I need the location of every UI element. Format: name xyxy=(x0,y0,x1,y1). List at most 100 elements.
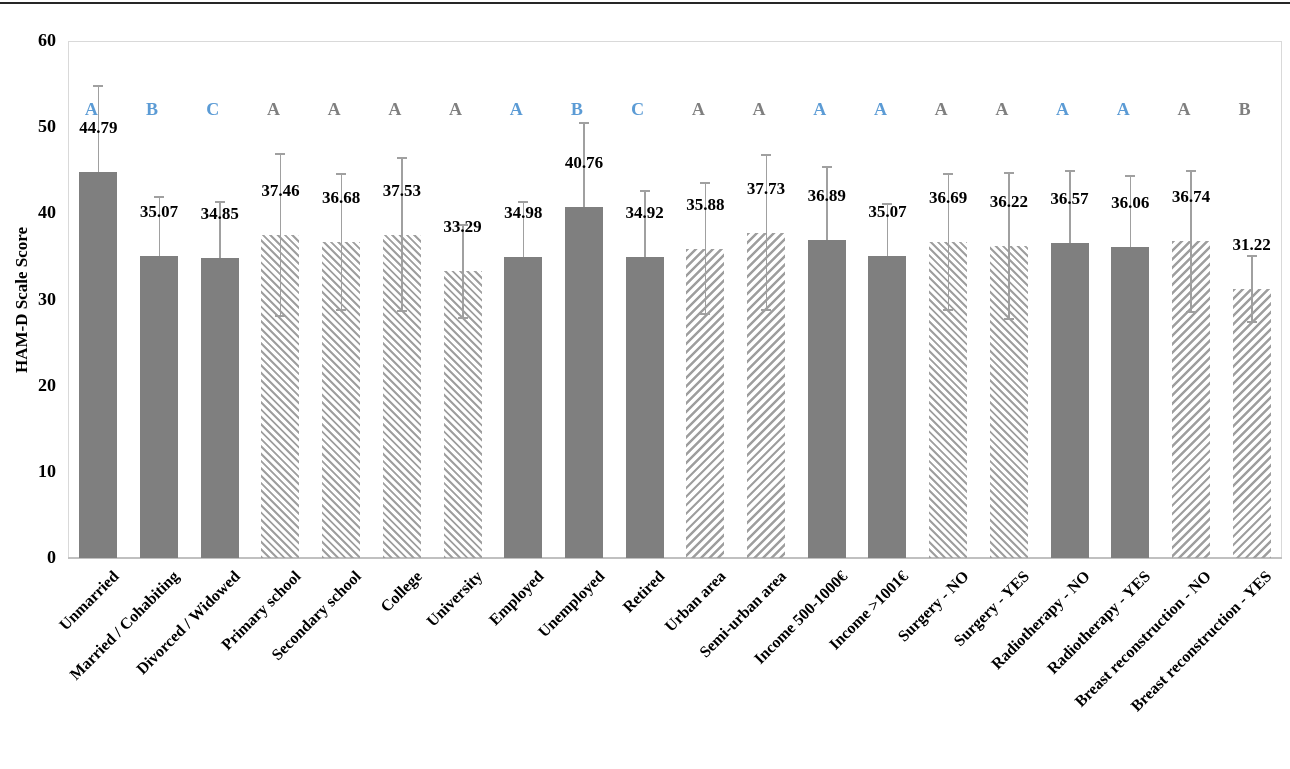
y-axis-tick-label: 40 xyxy=(38,202,56,223)
bar-solid xyxy=(564,206,603,558)
y-axis-tick-label: 50 xyxy=(38,116,56,137)
error-bar-cap-top xyxy=(700,182,711,185)
significance-letter: B xyxy=(1238,99,1251,119)
error-bar-cap-top xyxy=(882,203,893,206)
bar-value-label: 36.22 xyxy=(989,191,1028,211)
bar-value-label: 36.89 xyxy=(807,186,846,206)
bar-solid xyxy=(200,257,239,558)
significance-letter: B xyxy=(146,99,159,119)
error-bar-cap-top xyxy=(396,156,407,159)
bar-value-label: 37.46 xyxy=(261,181,300,201)
bar-solid xyxy=(140,255,179,558)
bar-value-label: 33.29 xyxy=(443,217,482,237)
error-bar-cap-top xyxy=(1125,174,1136,177)
x-axis-category-label: Divorced / Widowed xyxy=(133,568,244,679)
bar-solid xyxy=(504,256,543,558)
error-bar-line xyxy=(219,201,221,314)
significance-letter: B xyxy=(570,99,583,119)
error-bar-line xyxy=(462,224,464,318)
error-bar-cap-top xyxy=(214,200,225,203)
error-bar-cap-top xyxy=(154,196,165,199)
bar-hatch-up xyxy=(1232,288,1271,558)
bar-value-label: 31.22 xyxy=(1232,234,1271,254)
error-bar-cap-top xyxy=(943,172,954,175)
error-bar-line xyxy=(826,166,828,314)
bar-value-label: 35.88 xyxy=(686,194,725,214)
error-bar-cap-top xyxy=(336,172,347,175)
significance-letter: A xyxy=(1177,99,1191,119)
y-axis-tick-label: 30 xyxy=(38,288,56,309)
error-bar-line xyxy=(158,197,161,315)
y-axis-tick-label: 60 xyxy=(38,30,56,50)
error-bar-line xyxy=(340,173,343,310)
error-bar-cap-top xyxy=(821,165,832,168)
bar-value-label: 35.07 xyxy=(139,201,179,221)
bar-value-label: 44.79 xyxy=(79,118,118,138)
significance-letter: A xyxy=(266,99,280,119)
bar-value-label: 36.57 xyxy=(1050,188,1089,208)
bar-value-label: 37.73 xyxy=(746,178,786,198)
bar-value-label: 35.07 xyxy=(868,201,907,221)
bar-value-label: 36.68 xyxy=(322,187,361,207)
y-axis-tick-label: 10 xyxy=(38,460,56,481)
significance-letter: A xyxy=(934,99,948,119)
bar-hatch-down xyxy=(261,235,300,558)
significance-letter: A xyxy=(449,99,463,119)
significance-letter: A xyxy=(327,99,341,119)
significance-letter: A xyxy=(1056,99,1070,119)
significance-letter: A xyxy=(509,99,523,119)
error-bar-line xyxy=(583,123,585,291)
x-axis-category-label: Employed xyxy=(486,568,548,630)
error-bar-cap-top xyxy=(457,223,468,226)
bar-solid xyxy=(79,172,118,558)
bar-value-label: 37.53 xyxy=(382,180,421,200)
x-axis-category-label: University xyxy=(424,568,487,631)
error-bar-line xyxy=(279,154,282,317)
significance-letter: A xyxy=(1116,99,1130,119)
bar-hatch-down xyxy=(929,241,968,558)
bar-value-label: 34.98 xyxy=(504,202,543,222)
significance-letter: C xyxy=(206,99,220,119)
significance-letter: A xyxy=(691,99,705,119)
bar-value-label: 34.85 xyxy=(200,203,239,223)
bar-hatch-up xyxy=(686,248,725,558)
bar-solid xyxy=(807,240,846,558)
x-axis-category-label: Radiotherapy - YES xyxy=(1044,568,1155,678)
error-bar-line xyxy=(1129,175,1132,319)
figure-top-border xyxy=(0,2,1290,4)
significance-letter: A xyxy=(813,99,827,119)
plot-area xyxy=(68,41,1282,558)
bar-value-label: 36.69 xyxy=(929,187,968,207)
bar-hatch-down xyxy=(322,241,361,558)
y-axis-tick-label: 0 xyxy=(47,547,56,567)
significance-letter: C xyxy=(631,99,645,119)
error-bar-cap-top xyxy=(1064,170,1075,173)
bar-solid xyxy=(868,255,907,558)
bar-hatch-up xyxy=(1171,241,1210,558)
significance-letter: A xyxy=(995,99,1009,119)
bar-hatch-down xyxy=(443,271,482,558)
bar-hatch-down xyxy=(989,245,1028,558)
x-axis-category-label: Retired xyxy=(620,568,669,617)
error-bar-line xyxy=(765,155,768,311)
error-bar-cap-top xyxy=(1246,255,1257,258)
significance-letter: A xyxy=(84,99,98,119)
error-bar-line xyxy=(886,204,889,308)
y-axis-tick-label: 20 xyxy=(38,374,56,395)
error-bar-cap-top xyxy=(761,154,772,157)
error-bar-cap-top xyxy=(639,189,650,192)
error-bar-cap-top xyxy=(1185,169,1196,172)
bar-hatch-up xyxy=(747,232,786,558)
bar-solid xyxy=(625,257,664,558)
error-bar-cap-top xyxy=(1003,171,1014,174)
error-bar-line xyxy=(1251,256,1253,322)
significance-letter: A xyxy=(388,99,402,119)
bar-value-label: 36.06 xyxy=(1111,193,1150,213)
error-bar-cap-top xyxy=(275,153,286,156)
bar-hatch-down xyxy=(382,234,421,558)
bar-solid xyxy=(1111,247,1150,558)
bar-value-label: 34.92 xyxy=(625,203,664,223)
error-bar-cap-top xyxy=(518,201,529,204)
bar-solid xyxy=(1050,242,1089,558)
